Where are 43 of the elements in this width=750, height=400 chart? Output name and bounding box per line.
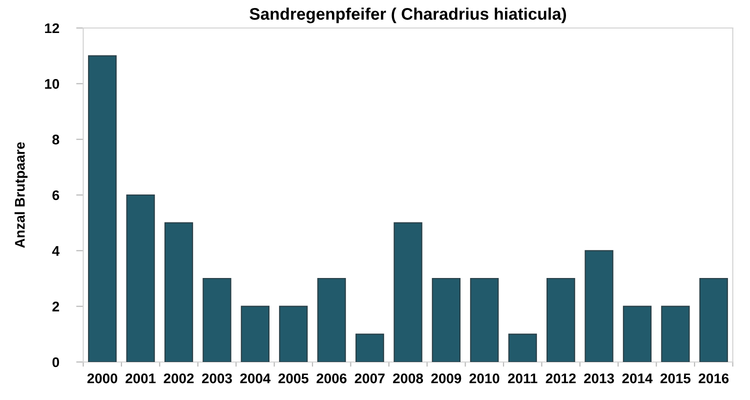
bar bbox=[470, 278, 499, 362]
y-tick-label: 12 bbox=[45, 23, 60, 34]
bar bbox=[126, 194, 155, 362]
bar bbox=[88, 55, 117, 362]
bar bbox=[240, 306, 270, 362]
x-tick-label: 2014 bbox=[622, 373, 653, 384]
bar bbox=[432, 278, 461, 362]
x-tick-label: 2000 bbox=[87, 373, 118, 384]
x-tick-label: 2005 bbox=[278, 373, 308, 384]
x-tick-label: 2009 bbox=[431, 373, 462, 384]
bar bbox=[279, 306, 308, 362]
y-tick-label: 0 bbox=[52, 357, 60, 368]
y-axis-title: Anzal Brutpaare bbox=[14, 142, 28, 248]
x-tick-label: 2012 bbox=[546, 373, 576, 384]
x-tick-label: 2010 bbox=[469, 373, 500, 384]
x-tick-label: 2015 bbox=[660, 373, 691, 384]
x-tick-label: 2003 bbox=[202, 373, 232, 384]
bar bbox=[394, 222, 422, 362]
y-tick-label: 6 bbox=[52, 190, 60, 200]
x-tick-label: 2004 bbox=[240, 373, 271, 384]
bar bbox=[622, 306, 652, 362]
bar bbox=[546, 278, 576, 362]
x-tick-label: 2013 bbox=[584, 373, 614, 384]
bar bbox=[508, 334, 537, 362]
bar bbox=[202, 278, 232, 362]
chart-title: Sandregenpfeifer ( Charadrius hiaticula) bbox=[250, 8, 566, 24]
x-tick-label: 2007 bbox=[354, 373, 385, 384]
bar bbox=[317, 278, 346, 362]
bar bbox=[584, 250, 614, 362]
y-tick-label: 2 bbox=[52, 302, 60, 312]
y-tick-label: 8 bbox=[52, 134, 60, 145]
bar bbox=[661, 306, 690, 362]
x-tick-label: 2008 bbox=[393, 373, 424, 384]
x-tick-label: 2011 bbox=[508, 373, 538, 384]
y-tick-label: 4 bbox=[52, 246, 60, 256]
bar bbox=[355, 334, 384, 362]
x-tick-label: 2016 bbox=[698, 373, 729, 384]
bar bbox=[699, 278, 728, 362]
x-tick-label: 2001 bbox=[126, 373, 156, 384]
y-tick-label: 10 bbox=[45, 79, 60, 89]
x-tick-label: 2002 bbox=[164, 373, 194, 384]
x-tick-label: 2006 bbox=[316, 373, 347, 384]
bar bbox=[164, 222, 194, 362]
